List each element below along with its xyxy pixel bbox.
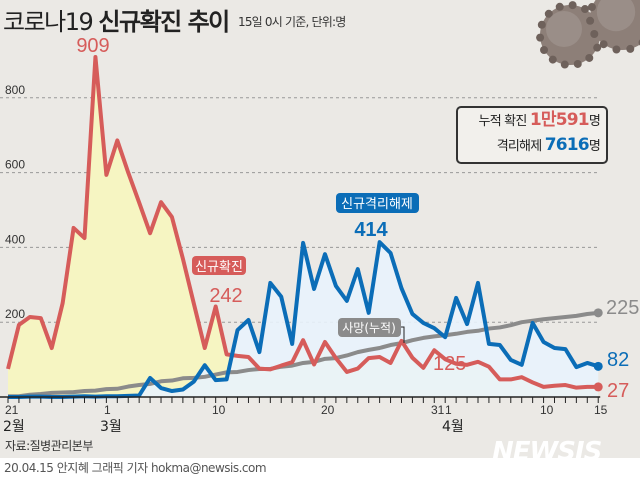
summary-box: 누적 확진 1만591명 격리해제 7616명 [456, 106, 608, 164]
deaths-tag-pointer [401, 326, 405, 343]
virus-spike [568, 1, 577, 10]
x-tick-label: 21 [5, 403, 19, 417]
virus-spike [548, 55, 557, 64]
month-label: 4월 [442, 419, 464, 435]
released-area [8, 242, 599, 397]
y-tick-label: 800 [5, 83, 25, 97]
virus-spike [537, 20, 546, 29]
virus-spike [612, 45, 621, 54]
y-tick-label: 200 [5, 307, 25, 321]
confirmed-label: 누적 확진 [478, 114, 528, 129]
virus-highlight [596, 0, 636, 32]
x-tick-label: 20 [321, 403, 335, 417]
confirmed-end-point [593, 382, 603, 392]
confirmed-tag-bg [192, 256, 246, 275]
confirmed-tag: 신규확진 [195, 260, 243, 275]
end-label: 225 [606, 297, 639, 319]
virus-spike [626, 44, 635, 53]
x-tick-label: 10 [540, 403, 554, 417]
virus-spike [555, 2, 564, 11]
virus-spike [573, 59, 582, 68]
virus-spike [540, 46, 549, 54]
end-label: 27 [607, 380, 629, 402]
deaths-end-point [593, 308, 603, 318]
footer-credit: 20.04.15 안지혜 그래픽 기자 hokma@newsis.com [0, 458, 640, 478]
virus-highlight [546, 11, 582, 47]
month-label: 3월 [100, 419, 122, 435]
released-tag-bg [336, 193, 419, 213]
virus-image [536, 0, 640, 69]
released-value: 7616 [544, 135, 590, 155]
source-note: 자료:질병관리본부 [5, 439, 93, 453]
virus-spike [536, 33, 545, 42]
title-bold: 신규확진 추이 [98, 8, 230, 36]
x-tick-label: 10 [212, 403, 226, 417]
confirmed-line [6, 55, 599, 390]
month-label: 2월 [3, 419, 25, 435]
x-tick-label: 1 [445, 403, 452, 417]
virus-spike [581, 5, 589, 14]
subtitle: 15일 0시 기준, 단위:명 [238, 15, 346, 29]
deaths-tag-bg [338, 318, 401, 337]
deaths-tag: 사망(누적) [342, 321, 396, 335]
value-label: 125 [433, 353, 466, 375]
value-label: 414 [354, 219, 388, 241]
unit: 명 [588, 139, 601, 154]
unit: 명 [588, 114, 601, 129]
value-label: 242 [209, 285, 242, 307]
confirmed-value: 1만591 [529, 110, 590, 130]
deaths-line [8, 310, 599, 399]
summary-released: 격리해제 7616명 [458, 133, 606, 158]
x-tick-label: 1 [104, 403, 111, 417]
virus-spike [585, 53, 594, 62]
peak-label: 909 [76, 35, 109, 57]
virus-spike [590, 30, 599, 38]
x-tick-label: 31 [431, 403, 445, 417]
virus-spike [599, 40, 608, 49]
virus-spike [586, 16, 595, 25]
y-tick-label: 600 [5, 158, 25, 172]
released-tag: 신규격리해제 [341, 197, 413, 212]
end-label: 82 [607, 349, 629, 371]
released-label: 격리해제 [496, 139, 542, 154]
released-end-point [593, 361, 603, 371]
virus-spike [593, 43, 602, 52]
x-tick-label: 15 [594, 403, 608, 417]
summary-confirmed: 누적 확진 1만591명 [458, 108, 606, 133]
confirmed-area [8, 57, 599, 398]
virus-spike [587, 3, 596, 12]
page-title: 코로나19 신규확진 추이 [3, 2, 230, 37]
title-plain: 코로나19 [3, 8, 94, 36]
y-tick-label: 400 [5, 232, 25, 246]
virus-spike [560, 60, 569, 69]
virus-spike [544, 9, 553, 18]
